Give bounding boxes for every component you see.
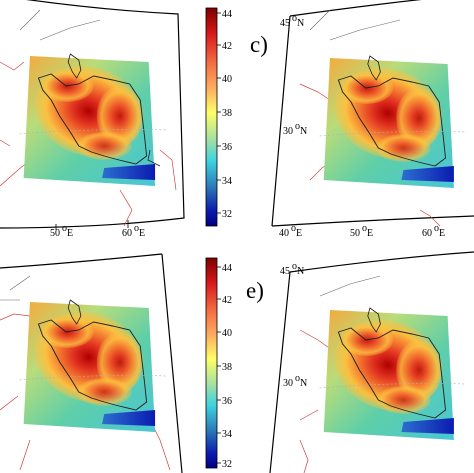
panel-label-c: c) (250, 32, 268, 57)
lon-label-50b: 50 (350, 228, 360, 239)
map-panel-bottom-right: 45 o N 30 o N (269, 251, 474, 473)
country-borders-br (299, 329, 333, 421)
colorbar-bar (205, 7, 218, 227)
svg-text:o: o (295, 121, 300, 132)
map-frame-bottom (271, 215, 474, 227)
field-map-bl (18, 294, 169, 433)
lat-label-30: 30 (283, 126, 293, 137)
map-frame-right-bl (161, 253, 183, 473)
map-frame (0, 0, 185, 229)
colorbar-ticks-bottom (217, 266, 221, 464)
lat-label-45: 45 (280, 18, 290, 29)
lat-suffix-45: N (297, 18, 304, 29)
colorbar-tick-32: 32 (222, 209, 232, 220)
map-frame-left-br (269, 271, 291, 473)
svg-text:o: o (292, 13, 297, 24)
lon-label-50: 50 (50, 228, 60, 239)
field-map (18, 48, 169, 187)
colorbar-bottom-tick-36: 36 (222, 396, 232, 407)
colorbar-tick-38: 38 (222, 108, 232, 119)
lon-suffix-50b: E (367, 228, 373, 239)
field-map-right (318, 50, 467, 189)
map-panel-top-right: 45 o N 30 o N 40 o E 50 o E 60 o E (271, 0, 474, 239)
svg-text:o: o (295, 373, 300, 384)
svg-text:o: o (292, 261, 297, 272)
map-frame-left (271, 15, 291, 227)
colorbar-bottom-tick-32: 32 (222, 459, 232, 470)
colorbar-bottom-tick-38: 38 (222, 362, 232, 373)
lon-label-60b: 60 (422, 228, 432, 239)
lon-suffix-60: E (139, 228, 145, 239)
map-panel-top-left: 50 o E 60 o E (0, 0, 185, 240)
colorbar-bottom-tick-34: 34 (222, 429, 232, 440)
svg-text:o: o (62, 223, 67, 234)
map-frame-top-br (289, 251, 474, 273)
lon-suffix-40: E (296, 228, 302, 239)
colorbar-tick-40: 40 (222, 74, 232, 85)
colorbar-tick-42: 42 (222, 41, 232, 52)
lat-suffix-30: N (300, 126, 307, 137)
colorbar-bar-bottom (205, 257, 218, 469)
lat-suffix-30-br: N (300, 378, 307, 389)
svg-text:o: o (291, 223, 296, 234)
colorbar-tick-36: 36 (222, 142, 232, 153)
country-borders-bl (0, 313, 31, 471)
colorbar-tick-44: 44 (222, 9, 232, 20)
lat-suffix-45-br: N (297, 266, 304, 277)
colorbar-ticks (217, 12, 221, 214)
lon-label-60: 60 (122, 228, 132, 239)
lat-label-30-br: 30 (283, 378, 293, 389)
map-panel-bottom-left (0, 253, 183, 473)
colorbar-bottom-tick-44: 44 (222, 263, 232, 274)
panel-label-e: e) (246, 278, 264, 303)
colorbar-bottom-tick-42: 42 (222, 295, 232, 306)
svg-text:o: o (134, 223, 139, 234)
colorbar-bottom-tick-40: 40 (222, 328, 232, 339)
lon-suffix-60b: E (439, 228, 445, 239)
lon-suffix-50: E (67, 228, 73, 239)
map-frame-top-bl (0, 253, 163, 269)
field-map-br (318, 302, 467, 441)
colorbar-top: 44 42 40 38 36 34 32 (205, 7, 232, 227)
lat-label-45-br: 45 (280, 266, 290, 277)
lon-label-40: 40 (279, 228, 289, 239)
svg-text:o: o (434, 223, 439, 234)
svg-text:o: o (362, 223, 367, 234)
colorbar-bottom: 44 42 40 38 36 34 32 (205, 257, 232, 470)
colorbar-tick-34: 34 (222, 176, 232, 187)
map-frame-top (289, 0, 422, 17)
